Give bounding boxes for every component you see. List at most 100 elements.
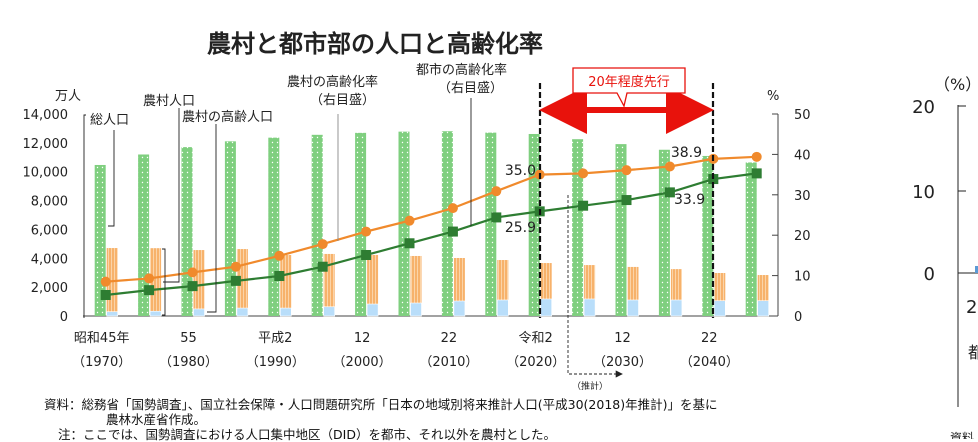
urban-aging-rate-point (100, 289, 111, 300)
rural-population-leader (163, 108, 180, 283)
rural-population-bar (367, 254, 379, 316)
rural-aging-rate-point (230, 261, 241, 272)
left-tick-label: 10,000 (23, 166, 69, 181)
x-tick-era: 55 (180, 331, 197, 346)
rural-aging-rate-point (578, 168, 589, 179)
total-population-bar (528, 133, 540, 316)
lead-callout-text: 20年程度先行 (588, 74, 670, 90)
right-tick-label: 50 (794, 108, 811, 123)
rural-population-bracket (162, 248, 166, 316)
right-axis-unit: % (767, 89, 779, 104)
clipped-chart-unit: （%） (934, 75, 978, 94)
projection-label: （推計） (572, 380, 608, 392)
rural-elderly-bar (279, 307, 292, 317)
urban-aging-rate-point (361, 249, 372, 260)
rural-aging-rate-point (491, 186, 502, 197)
rural-elderly-bar (366, 303, 379, 317)
left-tick-label: 12,000 (23, 137, 69, 152)
urban-aging-rate-point (751, 168, 762, 179)
rural-elderly-bar (583, 298, 596, 317)
urban-aging-rate-point (447, 226, 458, 237)
rural-population-bar (453, 257, 465, 316)
total-population-bracket (83, 114, 86, 318)
total-population-bar (398, 131, 410, 316)
chart-title: 農村と都市部の人口と高齢化率 (207, 30, 543, 58)
clipped-chart-tick: 0 (924, 264, 935, 285)
data-label: 38.9 (671, 145, 702, 161)
urban-aging-rate-point (664, 187, 675, 198)
rural-population-bar (757, 275, 769, 316)
urban-aging-rate-point (187, 281, 198, 292)
right-tick-label: 30 (794, 189, 811, 204)
total-population-bar (702, 155, 714, 316)
rural-aging-rate-point (664, 161, 675, 172)
right-tick-label: 0 (794, 310, 802, 325)
rural-aging-rate-point (447, 203, 458, 214)
urban-aging-rate-point (144, 285, 155, 296)
urban-aging-rate-point (708, 174, 719, 185)
urban-aging-rate-axis-note: （右目盛） (438, 81, 503, 96)
rural-elderly-bar (627, 299, 639, 317)
x-tick-era: 令和2 (519, 331, 553, 346)
x-tick-year: （1980） (159, 355, 218, 370)
rural-elderly-leader (207, 124, 217, 313)
total-population-bar (615, 144, 627, 316)
clipped-chart-source: 資料 (950, 431, 974, 439)
x-tick-year: （1970） (72, 355, 131, 370)
rural-elderly-bar (757, 300, 770, 317)
rural-aging-rate-point (100, 276, 111, 287)
x-tick-year: （1990） (246, 355, 305, 370)
right-tick-label: 40 (794, 148, 811, 163)
source-note: 資料：総務省「国勢調査」、国立社会保障・人口問題研究所「日本の地域別将来推計人口… (44, 397, 718, 412)
rural-elderly-bar (193, 308, 205, 317)
rural-elderly-bar (713, 300, 726, 317)
rural-elderly-bar (540, 298, 553, 317)
total-population-bar (138, 154, 150, 316)
x-tick-era: 12 (614, 331, 631, 346)
total-population-leader (108, 130, 115, 227)
data-label: 35.0 (505, 163, 536, 179)
source-note-cont: 農林水産省作成。 (106, 412, 207, 427)
footnotes: 資料：総務省「国勢調査」、国立社会保障・人口問題研究所「日本の地域別将来推計人口… (44, 397, 717, 442)
total-population-bar (224, 141, 236, 316)
rural-population-bar (236, 249, 248, 316)
x-tick-year: （2030） (593, 355, 652, 370)
left-tick-label: 8,000 (31, 195, 68, 210)
total-population-bar (268, 137, 280, 316)
clipped-chart-category: 都 (968, 343, 978, 362)
rural-population-bar (497, 260, 509, 316)
urban-aging-rate-point (404, 238, 415, 249)
data-label: 25.9 (505, 220, 536, 236)
rural-aging-rate-point (274, 250, 285, 261)
total-population-bar (355, 132, 367, 316)
urban-aging-rate-line (105, 172, 757, 297)
rural-population-bar (627, 266, 639, 316)
left-tick-label: 14,000 (23, 108, 69, 123)
left-tick-label: 0 (60, 310, 68, 325)
rural-elderly-bar (236, 307, 249, 317)
left-axis-unit: 万人 (55, 89, 81, 104)
left-tick-label: 2,000 (31, 281, 68, 296)
rural-population-bar (410, 255, 422, 316)
x-tick-era: 昭和45年 (74, 331, 130, 346)
rural-elderly-bar (149, 310, 162, 317)
x-tick-year: （2040） (680, 355, 739, 370)
rural-population-label: 農村人口 (143, 94, 195, 109)
left-tick-label: 6,000 (31, 223, 68, 238)
lead-callout-box (572, 67, 686, 108)
rural-aging-rate-point (317, 239, 328, 250)
rural-aging-rate-point (621, 165, 632, 176)
urban-aging-rate-point (230, 275, 241, 286)
total-population-bar (658, 149, 670, 316)
total-population-bar (311, 134, 323, 316)
right-tick-label: 20 (794, 229, 811, 244)
clipped-chart-tick: 10 (912, 182, 935, 203)
rural-aging-rate-point (144, 273, 155, 284)
total-population-bar (94, 164, 106, 316)
total-population-bar (572, 139, 584, 316)
rural-aging-rate-point (187, 267, 198, 278)
data-label: 33.9 (674, 192, 705, 208)
right-tick-label: 10 (794, 270, 811, 285)
rural-aging-rate-label: 農村の高齢化率 (287, 74, 378, 90)
